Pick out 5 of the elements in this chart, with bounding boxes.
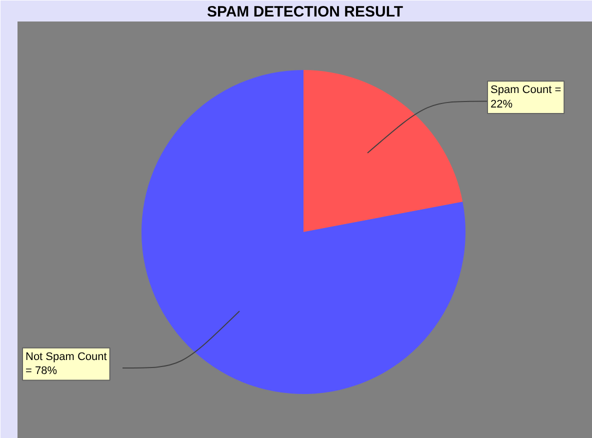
- data-label: = 78%: [26, 365, 58, 378]
- slice-label: Spam Count =: [490, 84, 562, 96]
- chart-title: SPAM DETECTION RESULT: [206, 4, 404, 20]
- data-label: 22%: [490, 98, 513, 110]
- slice-label: Not Spam Count: [26, 350, 107, 363]
